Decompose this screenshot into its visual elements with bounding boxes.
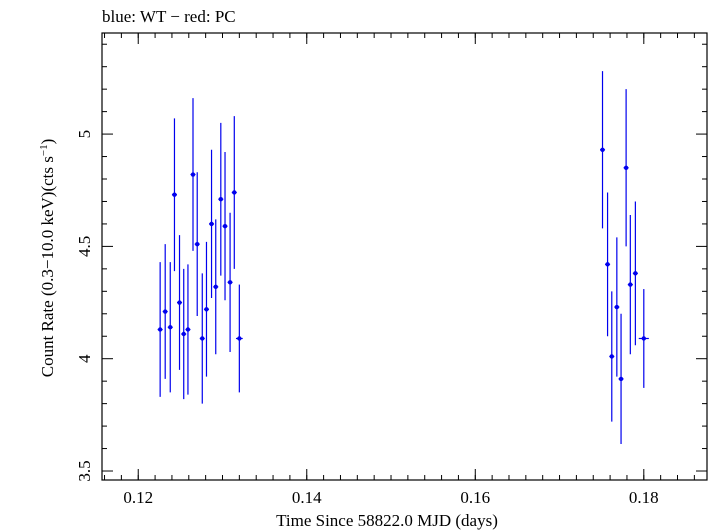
- data-marker: [162, 309, 168, 314]
- plot-area: [101, 32, 708, 481]
- data-marker: [218, 197, 224, 202]
- data-marker: [609, 354, 614, 359]
- y-tick-label: 4.5: [75, 236, 94, 257]
- data-marker: [222, 223, 228, 229]
- data-marker: [172, 192, 177, 197]
- data-point: [609, 291, 615, 422]
- data-series: [157, 71, 649, 445]
- data-point: [605, 192, 611, 337]
- data-point: [618, 313, 624, 445]
- data-marker: [618, 376, 624, 382]
- data-point: [599, 71, 606, 229]
- y-axis-title-superscript: −1: [38, 144, 50, 156]
- y-axis-title-main: Count Rate (0.3−10.0 keV)(cts s: [38, 156, 57, 377]
- data-point: [181, 268, 187, 400]
- x-tick-label: 0.16: [460, 488, 490, 507]
- data-marker: [600, 147, 605, 153]
- data-marker: [209, 221, 214, 227]
- data-point: [194, 172, 200, 317]
- data-marker: [200, 336, 205, 341]
- data-marker: [623, 165, 629, 170]
- x-tick-label: 0.12: [123, 488, 153, 507]
- data-point: [213, 219, 219, 355]
- data-marker: [204, 307, 209, 312]
- y-axis-title: Count Rate (0.3−10.0 keV)(cts s−1): [38, 139, 57, 378]
- data-marker: [614, 304, 620, 310]
- data-marker: [633, 271, 638, 276]
- x-axis-tick-labels: 0.12 0.14 0.16 0.18: [123, 488, 658, 507]
- x-axis-title: Time Since 58822.0 MJD (days): [276, 511, 498, 530]
- data-point: [203, 241, 210, 377]
- data-marker: [605, 262, 610, 267]
- data-point: [185, 264, 191, 395]
- data-point: [171, 118, 177, 272]
- data-marker: [628, 282, 633, 287]
- data-point: [176, 235, 183, 370]
- data-marker: [237, 336, 242, 341]
- data-point: [209, 149, 215, 299]
- data-point: [190, 98, 196, 251]
- data-marker: [181, 331, 186, 337]
- y-axis-tick-labels: 3.5 4 4.5 5: [75, 130, 94, 482]
- plot-frame: [101, 32, 708, 481]
- chart-title: blue: WT − red: PC: [102, 7, 236, 26]
- data-point: [638, 289, 649, 388]
- data-point: [627, 214, 633, 355]
- y-tick-label: 5: [75, 130, 94, 139]
- y-tick-label: 4: [75, 354, 94, 363]
- data-marker: [195, 241, 200, 247]
- data-marker: [213, 284, 218, 290]
- x-axis-ticks: [104, 33, 695, 480]
- data-point: [167, 262, 173, 393]
- data-point: [157, 262, 163, 397]
- data-point: [199, 273, 205, 404]
- data-marker: [190, 172, 196, 177]
- y-axis-title-close: ): [38, 139, 57, 145]
- data-marker: [641, 336, 647, 341]
- data-point: [222, 152, 228, 301]
- data-marker: [185, 327, 191, 332]
- y-tick-label: 3.5: [75, 460, 94, 481]
- data-point: [623, 89, 629, 247]
- data-point: [632, 201, 638, 346]
- data-marker: [177, 300, 182, 305]
- data-point: [227, 212, 233, 352]
- data-point: [614, 237, 620, 377]
- y-axis-ticks: [102, 43, 707, 472]
- data-marker: [232, 190, 237, 195]
- data-marker: [168, 325, 173, 330]
- data-point: [231, 116, 237, 269]
- x-tick-label: 0.14: [292, 488, 322, 507]
- data-marker: [227, 280, 233, 285]
- data-point: [235, 284, 243, 393]
- data-marker: [157, 327, 163, 332]
- data-point: [218, 122, 224, 276]
- x-tick-label: 0.18: [629, 488, 659, 507]
- data-point: [162, 244, 168, 379]
